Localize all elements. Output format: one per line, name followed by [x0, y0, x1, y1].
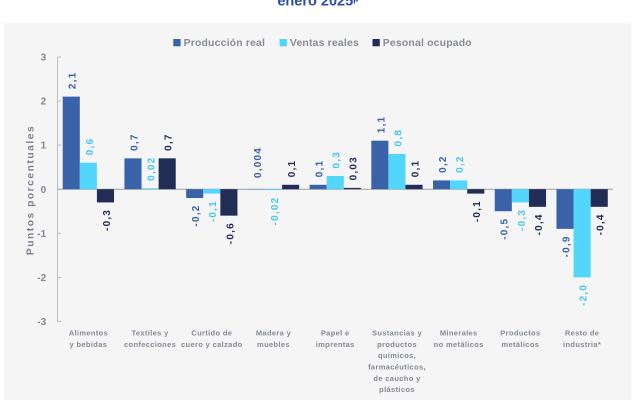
svg-text:Minerales: Minerales [440, 329, 478, 338]
svg-text:muebles: muebles [257, 340, 290, 349]
svg-text:metálicos: metálicos [502, 340, 540, 349]
svg-text:0,7: 0,7 [129, 133, 140, 151]
svg-text:Papel e: Papel e [321, 329, 350, 338]
svg-text:0,2: 0,2 [438, 155, 449, 173]
svg-text:Ventas reales: Ventas reales [290, 38, 359, 49]
svg-text:no metálicos: no metálicos [434, 340, 484, 349]
svg-text:-0,02: -0,02 [270, 197, 281, 226]
svg-text:0,004: 0,004 [253, 147, 264, 178]
svg-text:-0,4: -0,4 [534, 213, 545, 235]
svg-text:0,1: 0,1 [315, 160, 326, 178]
svg-text:cuero y calzado: cuero y calzado [181, 340, 243, 349]
svg-text:imprentas: imprentas [316, 340, 355, 349]
svg-text:0,7: 0,7 [164, 133, 175, 151]
svg-text:-0,6: -0,6 [225, 222, 236, 244]
svg-text:Resto de: Resto de [565, 329, 599, 338]
svg-text:Puntos porcentuales: Puntos porcentuales [26, 125, 37, 255]
svg-text:industria*: industria* [563, 340, 601, 349]
svg-text:-1: -1 [37, 229, 46, 240]
svg-text:0: 0 [41, 185, 47, 196]
svg-text:Pesonal ocupado: Pesonal ocupado [383, 38, 472, 49]
svg-text:químicos,: químicos, [378, 351, 416, 360]
svg-text:0,3: 0,3 [332, 151, 343, 169]
svg-text:0,6: 0,6 [85, 138, 96, 156]
svg-text:Curtido de: Curtido de [191, 329, 232, 338]
svg-text:-0,4: -0,4 [596, 213, 607, 235]
svg-text:y bebidas: y bebidas [70, 340, 108, 349]
svg-text:Sustancias y: Sustancias y [372, 329, 423, 338]
svg-text:1: 1 [41, 141, 47, 152]
svg-text:-2,0: -2,0 [579, 284, 590, 306]
svg-text:-0,1: -0,1 [472, 200, 483, 222]
svg-text:-0,3: -0,3 [517, 209, 528, 231]
svg-text:1,1: 1,1 [376, 116, 387, 134]
svg-text:enero 2025p: enero 2025p [277, 0, 359, 9]
svg-text:Productos: Productos [500, 329, 540, 338]
svg-text:0,02: 0,02 [146, 157, 157, 181]
svg-text:2,1: 2,1 [68, 72, 79, 90]
svg-text:Producción real: Producción real [184, 38, 266, 49]
svg-text:0,1: 0,1 [410, 160, 421, 178]
svg-text:productos: productos [377, 340, 417, 349]
svg-text:Alimentos: Alimentos [69, 329, 108, 338]
svg-text:3: 3 [41, 53, 47, 64]
svg-text:Textiles y: Textiles y [132, 329, 170, 338]
svg-text:0,1: 0,1 [287, 160, 298, 178]
svg-text:farmacéuticos,: farmacéuticos, [368, 363, 426, 372]
svg-text:0,03: 0,03 [349, 156, 360, 180]
svg-text:-0,1: -0,1 [208, 200, 219, 222]
svg-text:Madera y: Madera y [256, 329, 292, 338]
svg-text:-0,9: -0,9 [561, 235, 572, 257]
svg-text:-0,3: -0,3 [102, 209, 113, 231]
svg-text:0,2: 0,2 [455, 155, 466, 173]
svg-text:0,8: 0,8 [393, 129, 404, 147]
svg-text:-0,5: -0,5 [500, 218, 511, 240]
svg-text:-3: -3 [37, 317, 46, 328]
svg-text:de caucho y: de caucho y [373, 374, 421, 383]
svg-text:-0,2: -0,2 [191, 205, 202, 227]
svg-text:confecciones: confecciones [124, 340, 176, 349]
svg-text:-2: -2 [37, 273, 46, 284]
svg-text:plásticos: plásticos [379, 385, 415, 394]
svg-text:2: 2 [41, 97, 47, 108]
